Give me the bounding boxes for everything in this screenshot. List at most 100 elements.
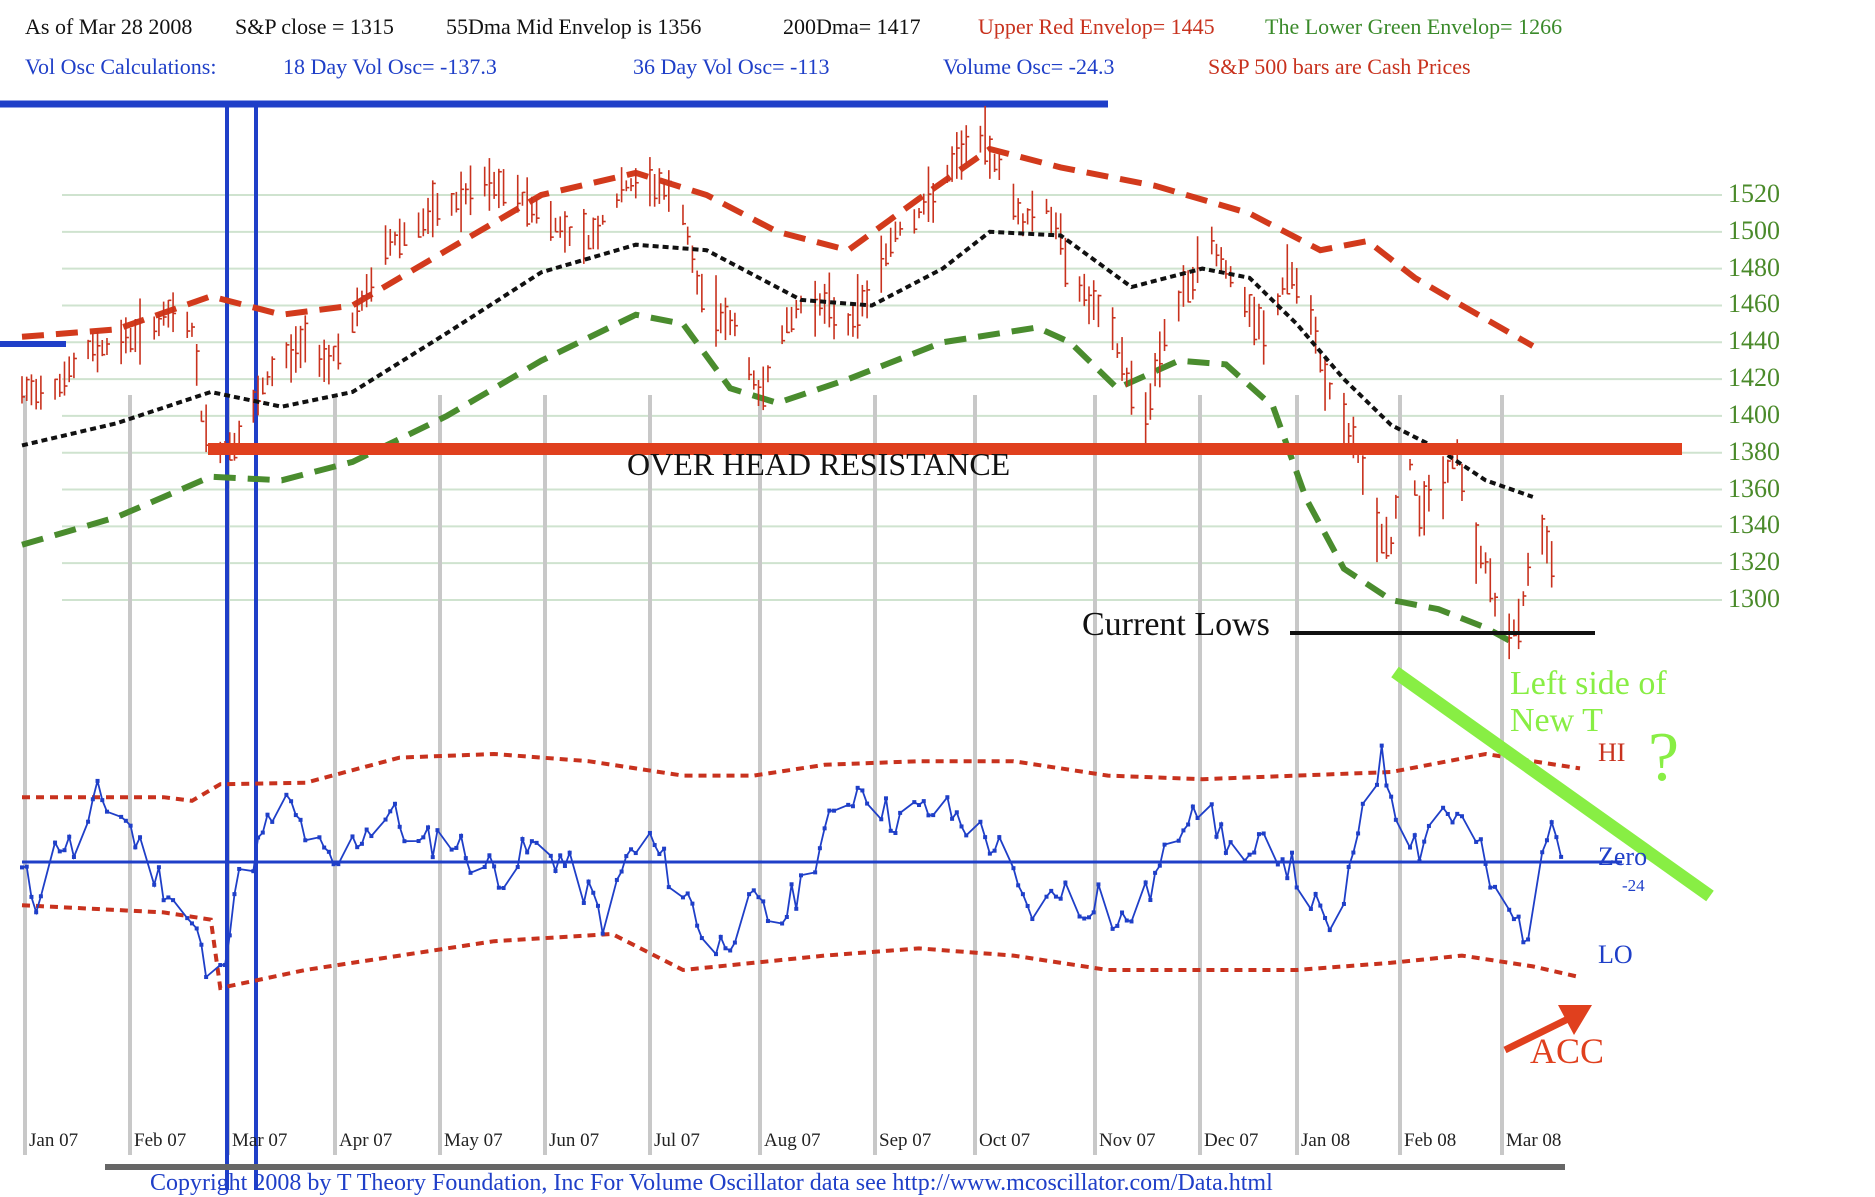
osc-point — [1011, 866, 1016, 871]
price-bar — [1159, 331, 1163, 388]
osc-point — [317, 835, 322, 840]
price-bar — [1215, 243, 1220, 267]
price-bar — [1480, 545, 1484, 569]
osc-point — [1384, 783, 1389, 788]
price-bar — [191, 322, 195, 337]
header-vol-osc-18: 18 Day Vol Osc= -137.3 — [283, 54, 497, 79]
lo-label: LO — [1598, 940, 1633, 969]
price-bar — [889, 227, 894, 257]
osc-point — [100, 798, 105, 803]
osc-point — [657, 852, 662, 857]
price-bar — [1130, 360, 1135, 415]
price-bar — [734, 312, 738, 337]
price-bar — [554, 217, 559, 233]
price-bar — [1291, 261, 1296, 289]
osc-point — [270, 819, 275, 824]
price-bar — [1262, 310, 1267, 365]
osc-point — [487, 853, 492, 858]
osc-point — [1030, 917, 1035, 922]
price-bar — [431, 180, 436, 238]
osc-point — [954, 810, 959, 815]
price-bar — [993, 153, 998, 172]
osc-point — [558, 853, 563, 858]
price-bar — [1376, 497, 1380, 563]
price-bar — [172, 292, 177, 333]
osc-point — [548, 853, 553, 858]
osc-point — [232, 892, 237, 897]
price-bar — [752, 370, 757, 390]
y-tick-1480: 1480 — [1728, 252, 1780, 282]
price-bar — [521, 191, 526, 206]
osc-point — [364, 827, 369, 832]
osc-point — [1124, 918, 1129, 923]
acc-label: ACC — [1530, 1031, 1605, 1071]
y-tick-1500: 1500 — [1728, 215, 1780, 245]
osc-point — [1261, 831, 1266, 836]
osc-point — [629, 847, 634, 852]
price-bar — [1395, 494, 1399, 519]
lower-envelope-line — [21, 311, 1511, 644]
price-bar — [1295, 267, 1300, 304]
osc-point — [355, 845, 360, 850]
price-bar — [30, 374, 35, 406]
osc-point — [1308, 906, 1313, 911]
lower-green-envelope — [21, 311, 1511, 644]
price-bar — [328, 344, 332, 385]
osc-point — [784, 914, 789, 919]
price-bar — [351, 312, 356, 334]
price-bar — [134, 319, 139, 353]
osc-point — [718, 934, 723, 939]
price-bar — [663, 182, 668, 200]
x-tick-jan-07: Jan 07 — [29, 1130, 79, 1151]
price-bar — [1541, 514, 1546, 555]
osc-point — [34, 910, 39, 915]
osc-point — [1148, 898, 1153, 903]
price-bar — [828, 272, 833, 328]
price-bar — [564, 211, 568, 253]
price-bar — [455, 191, 460, 213]
osc-point — [534, 840, 539, 845]
osc-point — [515, 865, 520, 870]
price-bar — [186, 311, 191, 338]
osc-point — [359, 841, 364, 846]
price-bar — [129, 327, 134, 353]
osc-point — [1242, 858, 1247, 863]
y-tick-1400: 1400 — [1728, 399, 1780, 429]
x-tick-may-07: May 07 — [444, 1130, 503, 1151]
osc-point — [260, 830, 265, 835]
y-tick-1520: 1520 — [1728, 179, 1780, 208]
osc-point — [921, 799, 926, 804]
osc-point — [1162, 842, 1167, 847]
osc-point — [1408, 845, 1413, 850]
y-tick-1440: 1440 — [1728, 326, 1780, 356]
osc-point — [152, 882, 157, 887]
price-bar — [1409, 459, 1414, 471]
price-bar — [1385, 516, 1390, 559]
price-bar — [1253, 296, 1258, 346]
price-bar — [58, 373, 63, 397]
osc-point — [1341, 901, 1346, 906]
price-bar — [1121, 337, 1126, 381]
price-bar — [1055, 212, 1059, 240]
price-bar — [1125, 367, 1130, 387]
osc-point — [416, 839, 421, 844]
osc-point — [402, 839, 407, 844]
price-bar — [1447, 459, 1451, 483]
osc-point — [751, 888, 756, 893]
osc-point — [256, 835, 261, 840]
osc-point — [1356, 831, 1361, 836]
osc-point — [983, 835, 988, 840]
price-bar — [266, 371, 271, 386]
osc-point — [1445, 811, 1450, 816]
osc-point — [695, 923, 700, 928]
osc-point — [1091, 910, 1096, 915]
osc-point — [1455, 811, 1460, 816]
price-bar — [1494, 592, 1499, 617]
price-bar — [1088, 286, 1092, 325]
y-tick-1420: 1420 — [1728, 363, 1780, 393]
price-bar — [927, 166, 932, 222]
price-bar — [332, 345, 337, 362]
price-bar — [1461, 463, 1465, 501]
osc-point — [383, 817, 388, 822]
osc-point — [827, 808, 832, 813]
